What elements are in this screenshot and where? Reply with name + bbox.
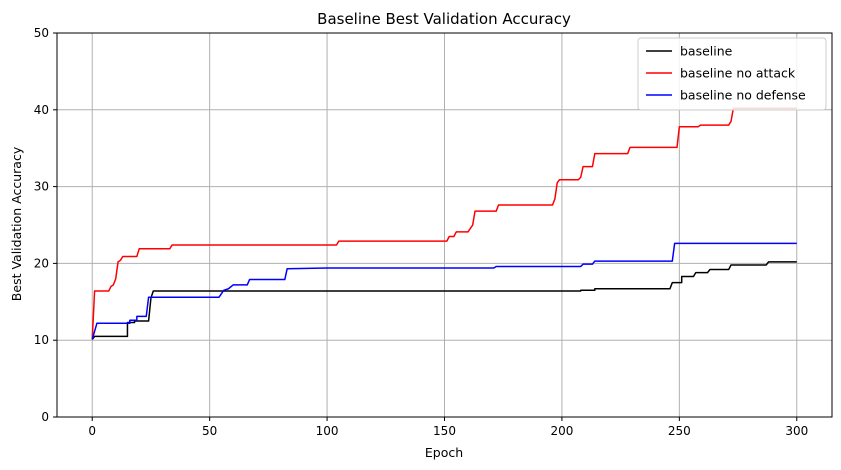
x-tick-label: 250 xyxy=(668,424,691,438)
series-line-3 xyxy=(91,242,797,340)
legend-label: baseline xyxy=(680,44,733,59)
y-axis-ticks: 0 10 20 30 40 50 xyxy=(34,26,57,424)
x-tick-label: 150 xyxy=(433,424,456,438)
chart-title: Baseline Best Validation Accuracy xyxy=(317,10,571,28)
y-tick-label: 20 xyxy=(34,256,49,270)
legend-label: baseline no defense xyxy=(680,88,806,103)
x-tick-label: 0 xyxy=(88,424,96,438)
x-tick-label: 50 xyxy=(202,424,217,438)
series-line-1 xyxy=(91,261,797,340)
x-tick-label: 300 xyxy=(785,424,808,438)
legend: baseline baseline no attack baseline no de… xyxy=(637,37,827,111)
x-tick-label: 100 xyxy=(316,424,339,438)
y-tick-label: 50 xyxy=(34,26,49,40)
series-layer xyxy=(91,107,797,340)
y-tick-label: 0 xyxy=(41,410,49,424)
y-tick-label: 10 xyxy=(34,333,49,347)
series-line-2 xyxy=(91,107,797,340)
y-axis-label: Best Validation Accuracy xyxy=(9,146,24,301)
y-tick-label: 40 xyxy=(34,103,49,117)
legend-box xyxy=(637,37,827,111)
x-axis-label: Epoch xyxy=(425,445,463,460)
y-tick-label: 30 xyxy=(34,180,49,194)
x-tick-label: 200 xyxy=(550,424,573,438)
x-axis-ticks: 0 50 100 150 200 250 300 xyxy=(88,417,808,438)
legend-label: baseline no attack xyxy=(680,66,796,81)
